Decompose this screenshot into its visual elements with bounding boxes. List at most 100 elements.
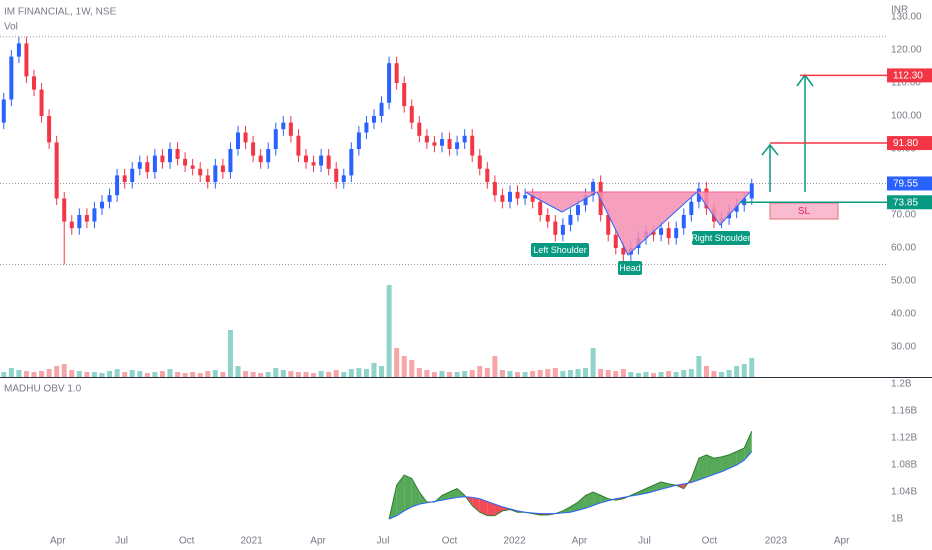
volume-bar (469, 370, 475, 378)
candle-body (296, 135, 301, 156)
volume-bar (484, 368, 490, 378)
volume-bar (129, 370, 135, 378)
candle-body (326, 155, 331, 169)
volume-bar (137, 371, 143, 378)
volume-bar (220, 372, 226, 378)
volume-bar (182, 373, 188, 378)
y-tick-label: 1.04B (891, 487, 917, 498)
y-tick-label: 40.00 (891, 309, 916, 320)
price-label: 73.85 (893, 197, 918, 208)
candle-body (606, 214, 611, 235)
y-tick-label: 1.12B (891, 433, 917, 444)
candle-body (341, 175, 346, 182)
x-tick-label: 2021 (240, 536, 263, 547)
volume-bar (401, 356, 407, 378)
x-tick-label: Apr (50, 536, 66, 547)
candle-body (560, 224, 565, 235)
obv-fill (404, 475, 412, 511)
volume-bar (76, 371, 82, 378)
candle-body (432, 142, 437, 146)
volume-bar (613, 371, 619, 378)
volume-bar (530, 371, 536, 378)
volume-bar (703, 366, 709, 378)
price-label-box (887, 195, 932, 210)
volume-bar (122, 372, 128, 378)
obv-fill (736, 448, 745, 466)
label-box (618, 261, 642, 275)
right-shoulder-label: Right Shoulder (691, 233, 751, 243)
volume-bar (673, 372, 679, 378)
volume-bar (477, 366, 483, 378)
volume-bar (379, 366, 385, 378)
candle-body (235, 132, 240, 149)
y-tick-label: 1.08B (891, 460, 917, 471)
candle-body (1, 99, 6, 123)
head-label: Head (619, 263, 641, 273)
volume-bar (454, 372, 460, 378)
obv-fill (396, 475, 405, 516)
arrow-head (761, 143, 779, 156)
label-box (692, 231, 750, 245)
volume-bar (46, 369, 52, 378)
candle-body (281, 122, 286, 130)
candle-body (507, 191, 512, 202)
candle-body (666, 228, 671, 239)
candle-body (205, 175, 210, 182)
candle-body (167, 148, 172, 163)
y-tick-label: 100.00 (891, 111, 922, 122)
volume-bar (688, 369, 694, 378)
volume-bar (348, 369, 354, 378)
volume-bar (243, 371, 249, 378)
candle-body (175, 148, 180, 159)
candle-body (492, 181, 497, 196)
candle-body (31, 76, 36, 90)
candle-body (674, 228, 679, 239)
obv-fill (653, 481, 662, 492)
volume-bar (499, 370, 505, 378)
candle-body (16, 43, 21, 57)
volume-bar (545, 369, 551, 378)
obv-fill (585, 492, 594, 509)
obv-line (388, 451, 753, 520)
volume-bar (159, 371, 165, 378)
candle-body (122, 175, 127, 182)
obv-fill (721, 454, 730, 472)
volume-bar (666, 371, 672, 378)
candle-body (417, 122, 422, 136)
volume-bar (265, 372, 271, 378)
obv-fill (698, 454, 707, 480)
candle-body (371, 115, 376, 123)
x-tick-label: Apr (834, 536, 850, 547)
pattern-labels: Left Shoulder Head Right Shoulder (531, 231, 751, 275)
candle-body (54, 142, 59, 199)
volume-bar (91, 372, 97, 378)
obv-fill (577, 495, 586, 511)
candle-body (190, 165, 195, 169)
candle-body (470, 135, 475, 156)
volume-bar (54, 366, 60, 378)
price-label: 79.55 (893, 179, 918, 190)
price-label: 91.80 (893, 138, 918, 149)
stop-loss-label: SL (798, 206, 811, 217)
candle-body (183, 158, 188, 166)
obv-fill (494, 504, 503, 516)
volume-bar (16, 370, 22, 378)
candle-body (545, 214, 550, 222)
obv-fill (706, 454, 714, 478)
volume-bar (99, 373, 105, 378)
volume-bar (84, 372, 90, 378)
candle-body (115, 175, 120, 196)
price-label-box (887, 68, 932, 83)
volume-bar (658, 372, 664, 378)
candle-body (621, 247, 626, 255)
candle-body (107, 195, 112, 202)
volume-bar (326, 372, 332, 378)
volume-bar (416, 368, 422, 378)
candle-body (198, 168, 203, 176)
candle-body (251, 142, 256, 156)
volume-bar (144, 373, 150, 378)
volume-bar (447, 372, 453, 378)
candle-body (689, 201, 694, 215)
obv-fill (713, 456, 722, 475)
candle-body (530, 195, 535, 202)
